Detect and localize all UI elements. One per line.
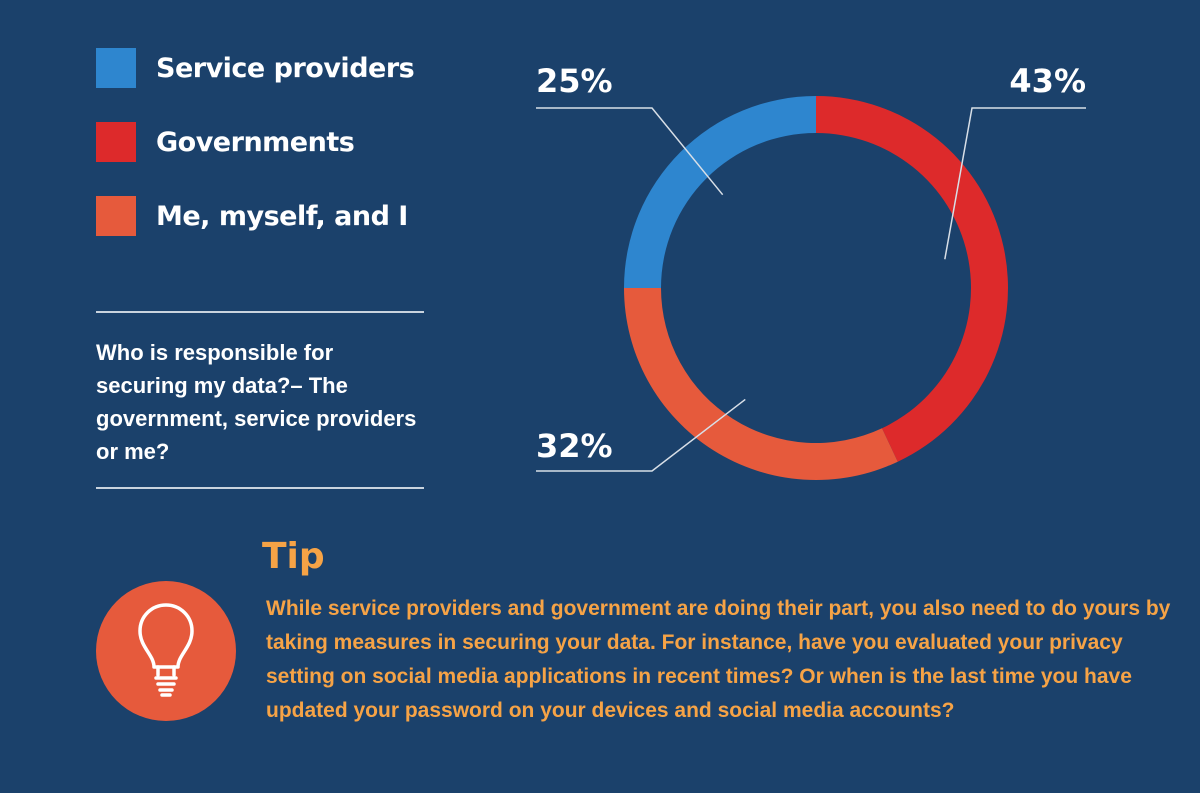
slice-governments	[816, 96, 1008, 462]
tip-text: While service providers and government a…	[266, 597, 1171, 722]
label-25-percent: 25%	[536, 62, 613, 100]
leader-line	[536, 398, 746, 472]
divider-bottom	[96, 487, 424, 489]
leader-line	[536, 107, 724, 196]
donut-chart: 25% 43% 32%	[536, 62, 1086, 480]
legend-label: Governments	[156, 126, 355, 158]
slice-service-providers	[624, 96, 816, 288]
tip-title: Tip	[262, 536, 325, 577]
legend-swatch	[96, 122, 136, 162]
legend-swatch	[96, 48, 136, 88]
divider-top	[96, 311, 424, 313]
slice-me-myself-and-i	[624, 288, 898, 480]
legend-swatch	[96, 196, 136, 236]
label-32-percent: 32%	[536, 427, 613, 465]
legend-item-service-providers: Service providers	[96, 47, 415, 89]
legend-item-me: Me, myself, and I	[96, 195, 414, 237]
legend-label: Me, myself, and I	[156, 200, 408, 232]
leader-line	[944, 107, 1086, 260]
chart-legend: Service providers Governments Me, myself…	[96, 47, 415, 269]
label-43-percent: 43%	[1009, 62, 1086, 100]
legend-label: Service providers	[156, 52, 415, 84]
question-text: Who is responsible for securing my data?…	[96, 340, 417, 464]
lightbulb-icon	[96, 581, 236, 721]
legend-item-governments: Governments	[96, 121, 414, 163]
